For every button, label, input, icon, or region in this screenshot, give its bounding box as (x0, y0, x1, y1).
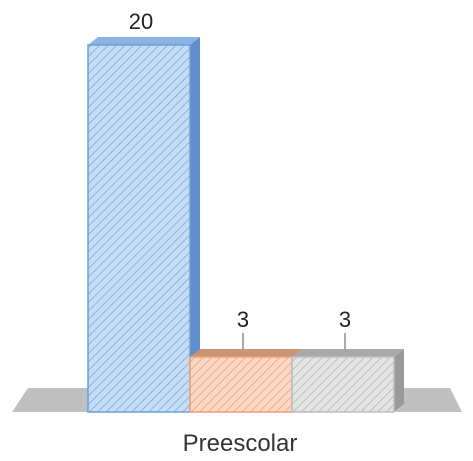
bar-1-side (190, 37, 200, 412)
bar-3-front (291, 356, 395, 413)
bar-1-front (87, 44, 191, 413)
data-label-2: 3 (237, 307, 249, 332)
data-label-1: 20 (129, 9, 153, 34)
bar-2-front (189, 356, 293, 413)
bar-1 (87, 37, 200, 413)
data-label-3: 3 (339, 307, 351, 332)
bar-2 (189, 348, 302, 413)
bar-1-top (88, 37, 200, 45)
category-label: Preescolar (183, 430, 298, 457)
bar-3-top (292, 348, 404, 357)
bar-3-side (394, 348, 404, 412)
bar-2-top (190, 348, 302, 357)
bar-3 (291, 348, 404, 413)
